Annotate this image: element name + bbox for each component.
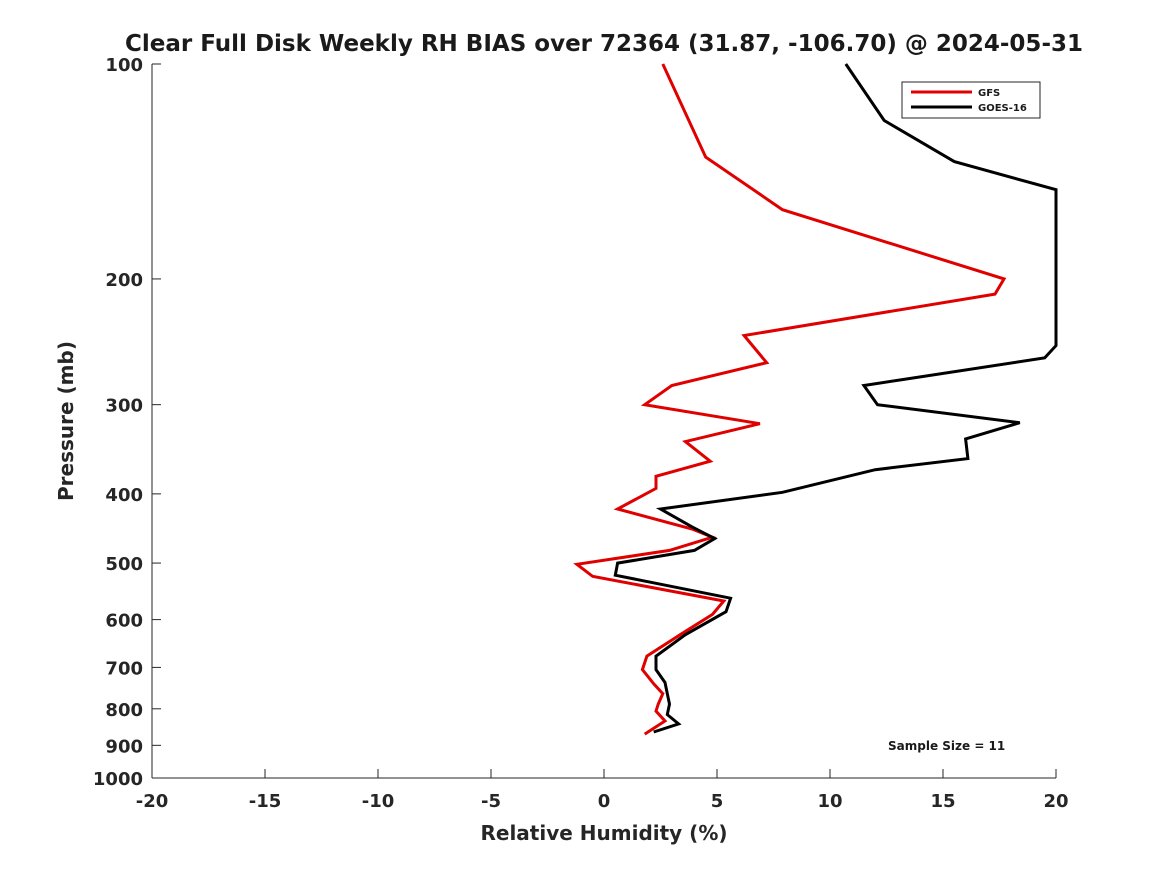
x-tick-label: 15 — [930, 791, 955, 812]
y-tick-label: 400 — [105, 485, 143, 506]
y-tick-label: 1000 — [93, 769, 143, 790]
chart-title: Clear Full Disk Weekly RH BIAS over 7236… — [125, 31, 1083, 57]
x-tick-label: 20 — [1043, 791, 1068, 812]
data-series — [573, 63, 1058, 736]
legend-entry-label: GFS — [978, 88, 1000, 99]
y-tick-label: 100 — [105, 55, 143, 76]
x-tick-label: 5 — [711, 791, 724, 812]
x-axis-label: Relative Humidity (%) — [480, 821, 727, 845]
y-tick-label: 600 — [105, 611, 143, 632]
x-tick-label: 0 — [598, 791, 611, 812]
sample-size-annotation: Sample Size = 11 — [888, 739, 1005, 753]
y-tick-label: 700 — [105, 658, 143, 679]
legend-entry-label: GOES-16 — [978, 103, 1027, 114]
y-axis-label: Pressure (mb) — [54, 341, 78, 501]
axes: -20 -15 -10 -5 0 5 10 15 20 100 200 300 400 500 600 700… — [93, 55, 1069, 812]
x-tick-label: 10 — [817, 791, 842, 812]
x-tick-label: -15 — [249, 791, 282, 812]
legend: GFS GOES-16 — [901, 81, 1041, 119]
legend-box — [901, 81, 1041, 119]
x-tick-label: -10 — [362, 791, 395, 812]
x-tick-label: -5 — [481, 791, 501, 812]
y-tick-label: 800 — [105, 700, 143, 721]
y-tick-label: 200 — [105, 270, 143, 291]
series-line-goes-16 — [613, 63, 1058, 734]
series-line-gfs — [573, 63, 1007, 736]
y-tick-label: 300 — [105, 396, 143, 417]
y-tick-label: 900 — [105, 736, 143, 757]
y-tick-label: 500 — [105, 554, 143, 575]
x-tick-label: -20 — [136, 791, 169, 812]
